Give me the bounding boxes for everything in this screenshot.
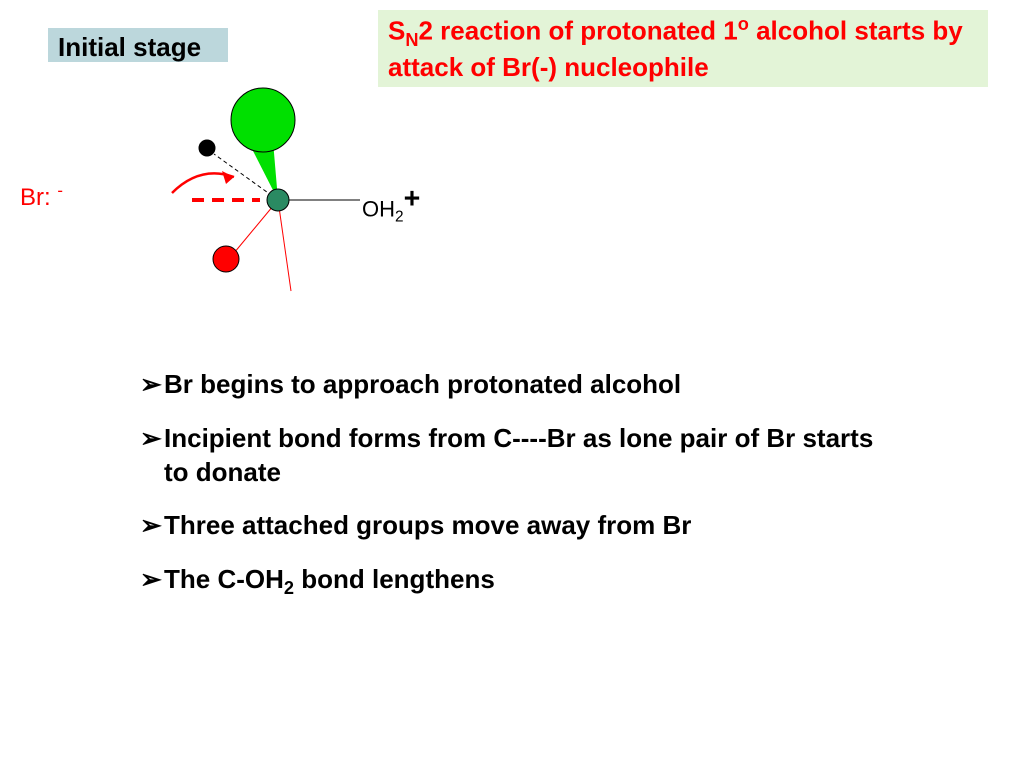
- molecule-diagram: Br: - OH2+: [10, 85, 480, 315]
- bullet-item: Br begins to approach protonated alcohol: [140, 368, 900, 402]
- title-banner: SN2 reaction of protonated 1o alcohol st…: [378, 10, 988, 87]
- oh2-label: OH2+: [362, 183, 480, 227]
- bullet-list: Br begins to approach protonated alcohol…: [140, 368, 900, 621]
- bullet-item: Incipient bond forms from C----Br as lon…: [140, 422, 900, 490]
- bullet-item: The C-OH2 bond lengthens: [140, 563, 900, 601]
- br-label: Br: -: [20, 181, 150, 212]
- stage-tag: Initial stage: [48, 28, 228, 62]
- bullet-item: Three attached groups move away from Br: [140, 509, 900, 543]
